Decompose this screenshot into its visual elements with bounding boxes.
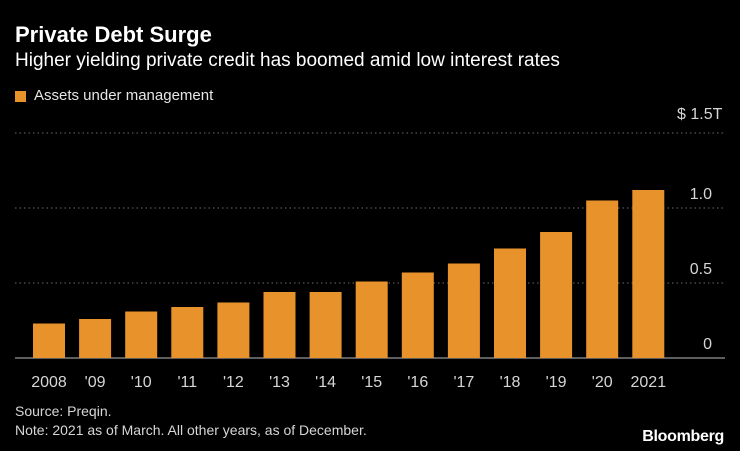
x-tick-labels: 2008 '09 '10 '11 '12 '13 '14 '15 '16 '17 '18 '19 '20…: [31, 374, 666, 391]
legend-label: Assets under management: [34, 87, 214, 104]
bar-10: [125, 311, 158, 358]
x-tick-label: '15: [361, 374, 382, 391]
bar-11: [171, 307, 204, 358]
x-tick-label: 2008: [31, 374, 67, 391]
bar-20: [586, 200, 619, 358]
bar-12: [217, 302, 250, 358]
bar-09: [79, 319, 112, 358]
source-text: Source: Preqin.: [15, 403, 112, 419]
legend-swatch: [15, 90, 26, 102]
chart-subtitle: Higher yielding private credit has boome…: [15, 50, 560, 71]
x-tick-label: '17: [453, 374, 474, 391]
x-tick-label: '14: [315, 374, 336, 391]
bar-19: [540, 232, 573, 358]
x-tick-label: '18: [500, 374, 521, 391]
bar-16: [401, 272, 434, 358]
x-tick-label: '13: [269, 374, 290, 391]
bars: [33, 190, 665, 358]
y-tick-label: 1.0: [690, 186, 712, 203]
x-tick-label: '09: [85, 374, 106, 391]
x-tick-label: '12: [223, 374, 244, 391]
y-axis-unit-label: $ 1.5T: [677, 106, 723, 123]
y-tick-label: 0.5: [690, 261, 712, 278]
x-tick-label: '19: [546, 374, 567, 391]
bar-15: [355, 281, 388, 358]
bloomberg-logo: Bloomberg: [642, 428, 724, 445]
x-tick-label: 2021: [631, 374, 667, 391]
bar-17: [447, 263, 480, 358]
bar-14: [309, 292, 342, 358]
bar-18: [494, 248, 526, 358]
bar-2008: [33, 323, 65, 358]
x-tick-label: '16: [407, 374, 428, 391]
bar-2021: [632, 190, 665, 358]
bar-13: [263, 292, 296, 358]
y-tick-label: 0: [703, 336, 712, 353]
x-tick-label: '20: [592, 374, 613, 391]
x-tick-label: '11: [177, 374, 197, 391]
y-tick-labels: 0 0.5 1.0: [690, 186, 712, 353]
chart-title: Private Debt Surge: [15, 22, 212, 47]
legend: Assets under management: [15, 86, 213, 106]
x-tick-label: '10: [131, 374, 152, 391]
note-text: Note: 2021 as of March. All other years,…: [15, 422, 367, 438]
